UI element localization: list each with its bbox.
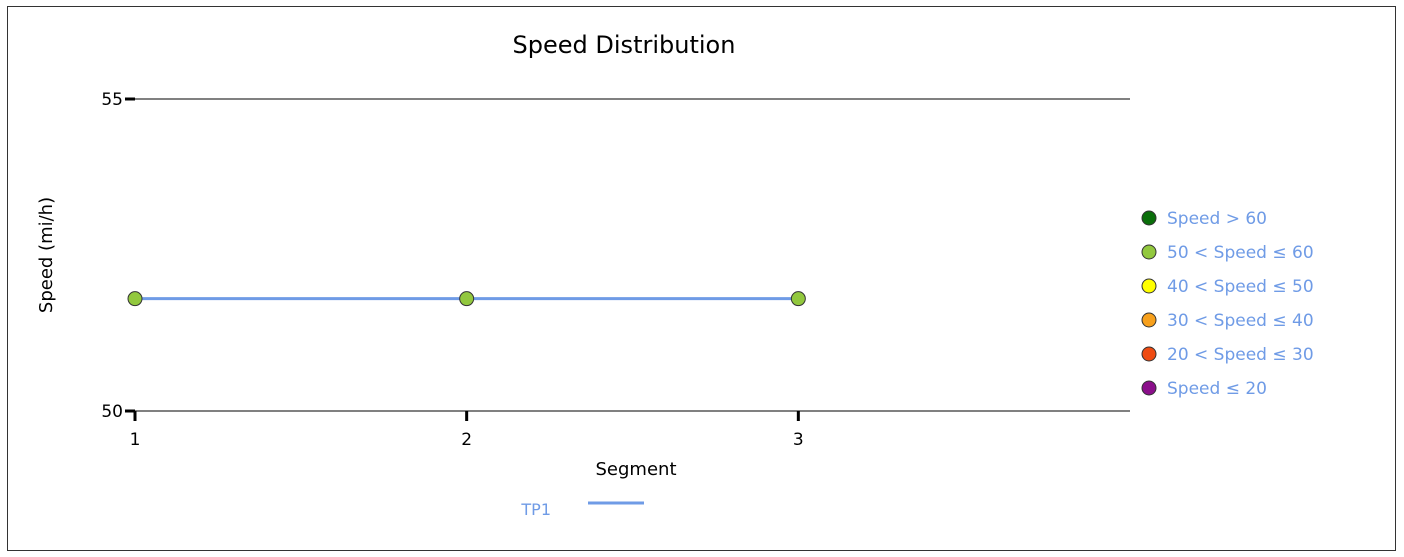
data-point — [127, 291, 143, 307]
x-tick-label: 2 — [461, 430, 472, 450]
speed-legend-item: Speed ≤ 20 — [1141, 379, 1267, 399]
data-point — [459, 291, 475, 307]
speed-legend-label: 20 < Speed ≤ 30 — [1167, 345, 1314, 365]
speed-legend-item: 40 < Speed ≤ 50 — [1141, 277, 1314, 297]
speed-legend-item: 30 < Speed ≤ 40 — [1141, 311, 1314, 331]
speed-legend: Speed > 60 50 < Speed ≤ 60 40 < Speed ≤ 50… — [1141, 209, 1314, 399]
axes: 55 50 1 2 3 — [101, 90, 1130, 450]
speed-legend-label: Speed > 60 — [1167, 209, 1267, 229]
speed-legend-label: 40 < Speed ≤ 50 — [1167, 277, 1314, 297]
speed-legend-marker — [1141, 278, 1157, 294]
chart-frame — [7, 6, 1396, 551]
speed-legend-marker — [1141, 210, 1157, 226]
y-tick-label: 50 — [101, 402, 123, 422]
x-tick-label: 3 — [793, 430, 804, 450]
data-point — [790, 291, 806, 307]
series-legend-label: TP1 — [520, 500, 551, 519]
series-layer — [127, 291, 806, 307]
speed-legend-marker — [1141, 346, 1157, 362]
x-tick-label: 1 — [130, 430, 141, 450]
speed-legend-marker — [1141, 380, 1157, 396]
speed-legend-marker — [1141, 312, 1157, 328]
y-axis-label: Speed (mi/h) — [36, 197, 57, 313]
y-tick-label: 55 — [101, 90, 123, 110]
speed-legend-marker — [1141, 244, 1157, 260]
speed-legend-label: 30 < Speed ≤ 40 — [1167, 311, 1314, 331]
speed-legend-label: 50 < Speed ≤ 60 — [1167, 243, 1314, 263]
series-legend: TP1 — [520, 500, 644, 519]
speed-legend-item: Speed > 60 — [1141, 209, 1267, 229]
speed-legend-label: Speed ≤ 20 — [1167, 379, 1267, 399]
x-axis-label: Segment — [596, 459, 677, 480]
chart-title: Speed Distribution — [513, 31, 736, 59]
speed-legend-item: 50 < Speed ≤ 60 — [1141, 243, 1314, 263]
speed-legend-item: 20 < Speed ≤ 30 — [1141, 345, 1314, 365]
